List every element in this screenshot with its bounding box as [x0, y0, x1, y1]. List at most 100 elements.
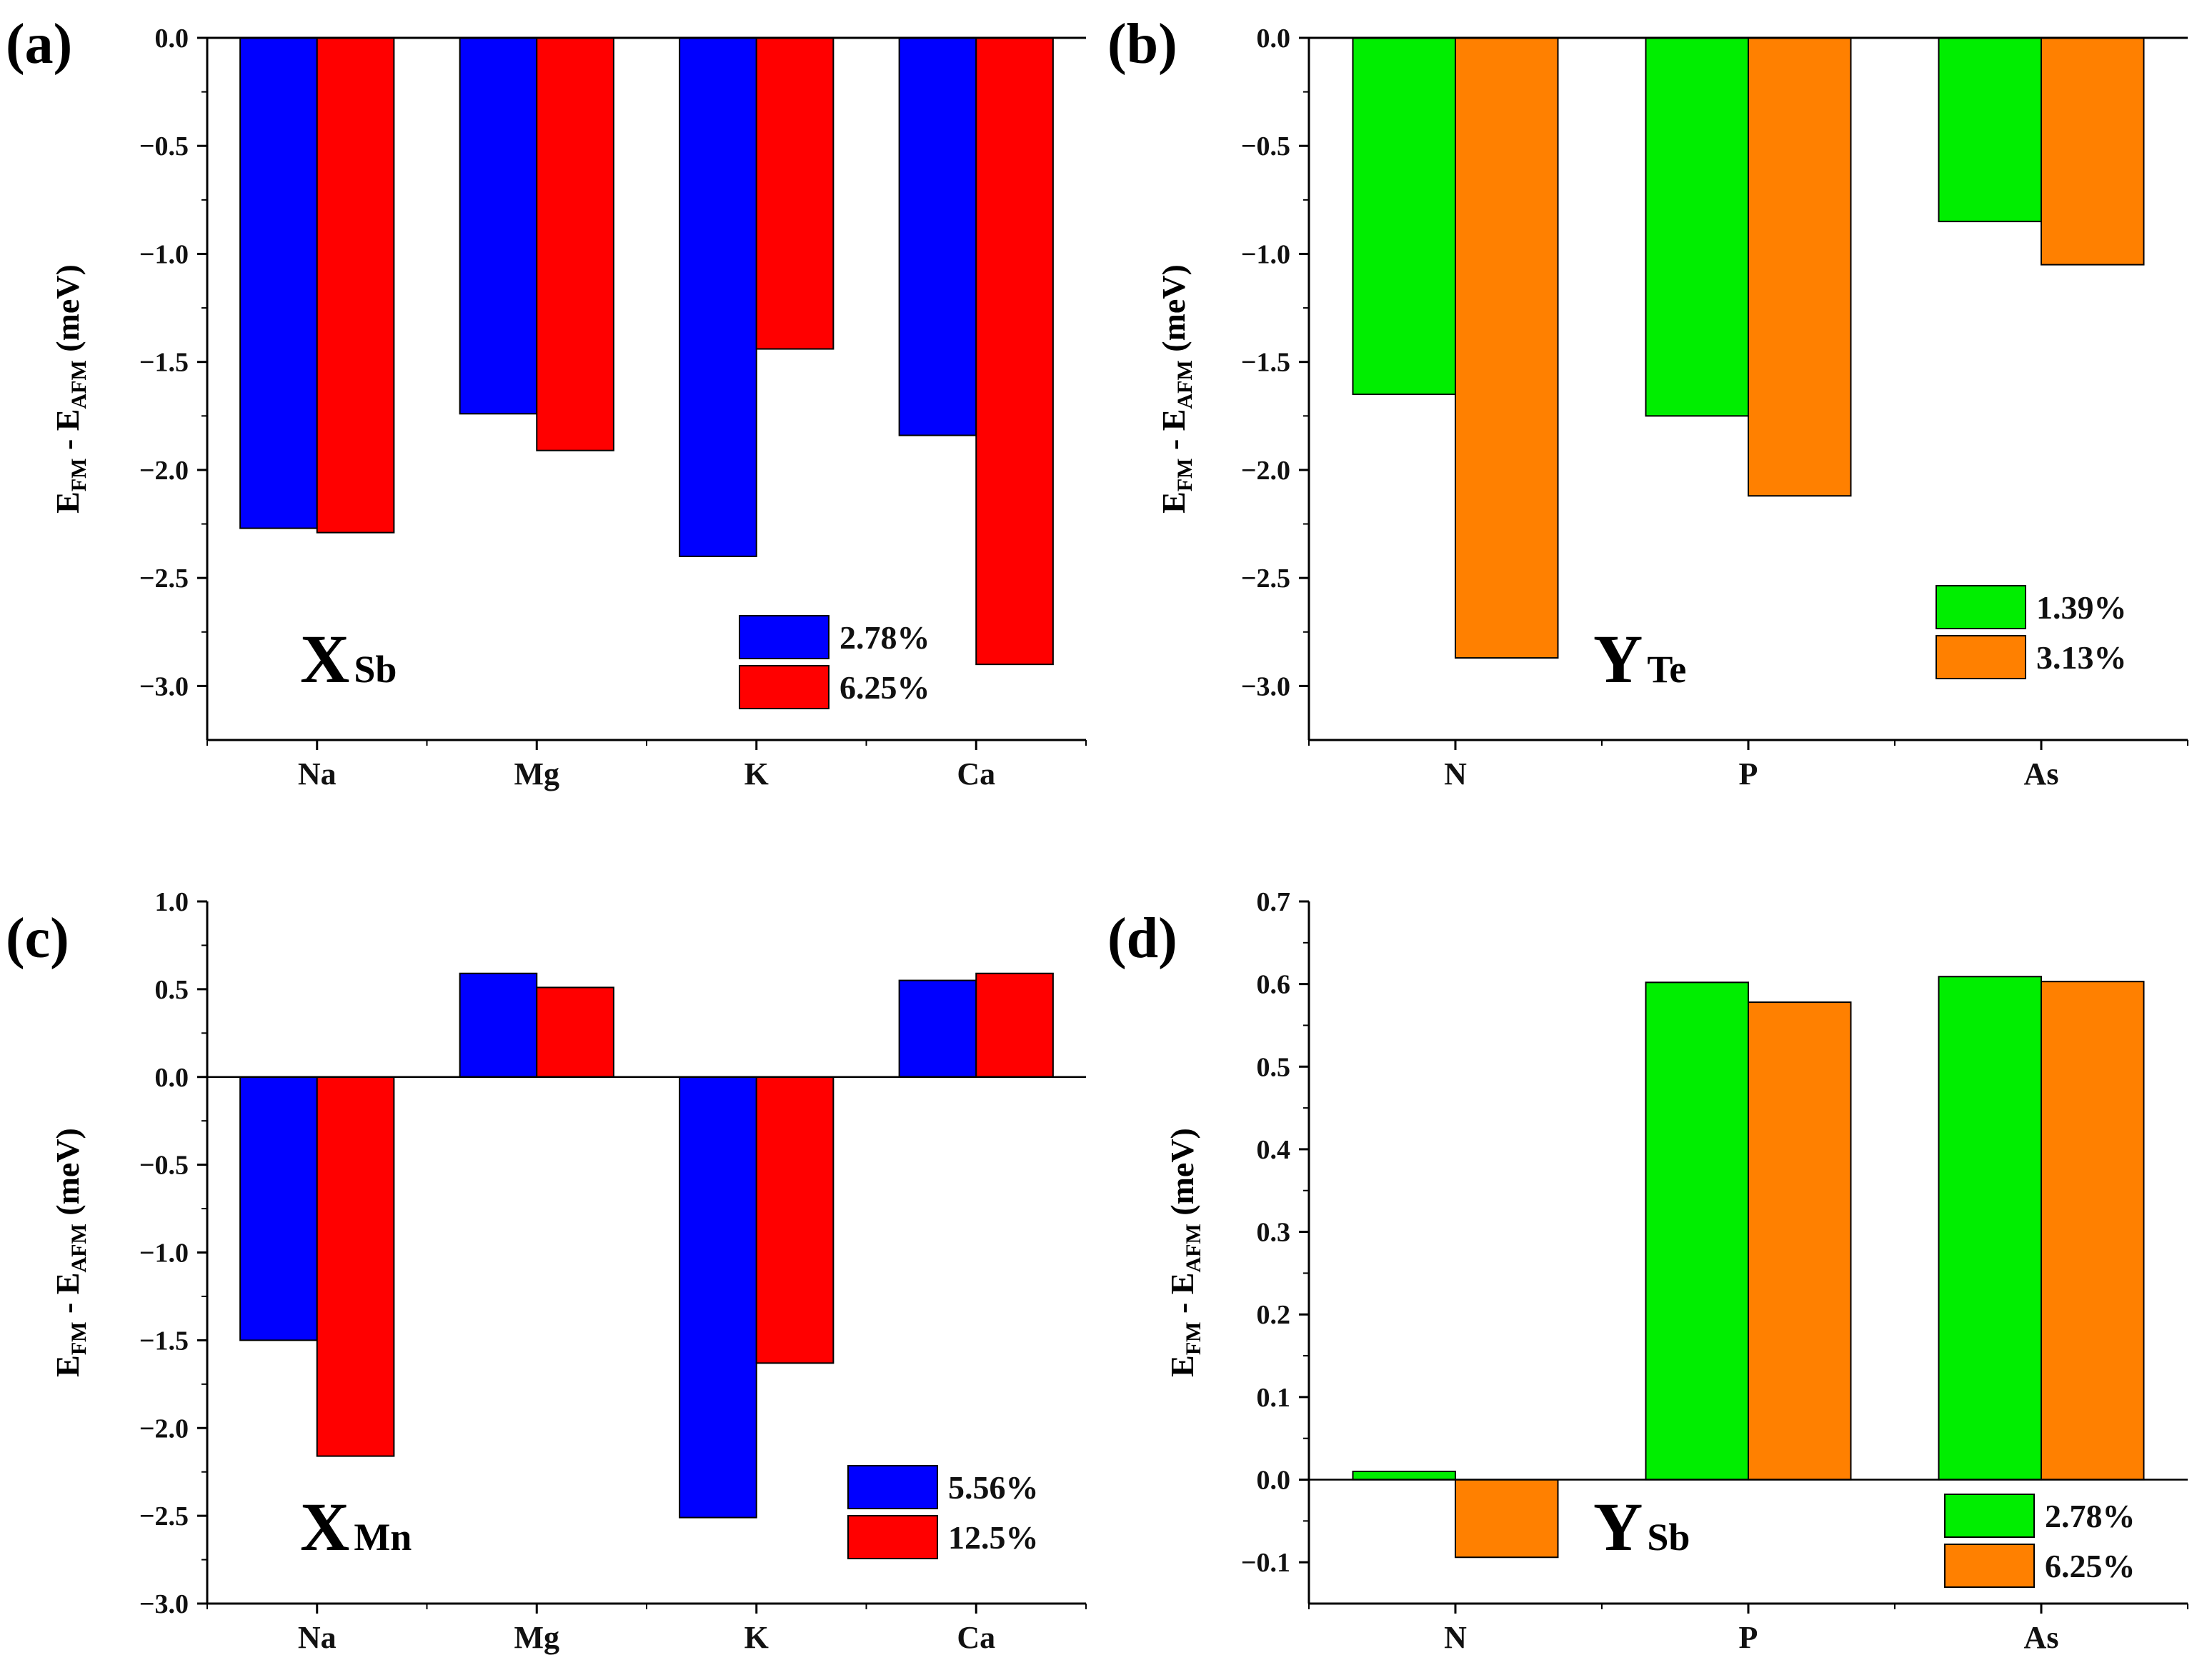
y-tick-label: 0.0: [155, 1063, 189, 1093]
compound-tag-big: Y: [1593, 621, 1643, 697]
bar-mg-5_56pct: [459, 972, 538, 1078]
category-label: P: [1739, 756, 1758, 791]
y-tick-label: 0.7: [1257, 887, 1291, 917]
y-axis-label-part: E: [49, 491, 86, 514]
y-axis-label-part: E: [1155, 491, 1192, 514]
bar-na-6_25pct: [316, 37, 395, 534]
bar-na-2_78pct: [239, 37, 318, 529]
legend-label-1: 3.13%: [2036, 639, 2127, 676]
category-label: Na: [298, 756, 337, 791]
y-tick-label: 0.0: [1257, 1466, 1291, 1496]
y-tick-label: −0.1: [1241, 1548, 1290, 1578]
compound-tag: X Sb: [300, 621, 397, 697]
y-tick-label: 0.2: [1257, 1300, 1291, 1330]
panel-letter: (d): [1107, 907, 1177, 970]
bar-p-3_13pct: [1748, 37, 1852, 497]
y-axis-label-part: (meV): [1155, 264, 1192, 360]
legend-swatch-1: [739, 665, 830, 709]
bar-p-2_78pct: [1645, 981, 1749, 1481]
y-tick-label: 0.1: [1257, 1383, 1291, 1413]
bar-mg-2_78pct: [459, 37, 538, 415]
compound-tag-small: Sb: [354, 648, 397, 691]
y-tick-label: −0.5: [139, 131, 189, 161]
y-axis-label-part: AFM: [67, 360, 91, 409]
compound-tag-small: Mn: [354, 1516, 412, 1559]
category-label: N: [1444, 756, 1467, 791]
y-tick-label: 0.5: [155, 975, 189, 1005]
category-label: Na: [298, 1620, 337, 1655]
y-axis-label-part: (meV): [49, 1128, 86, 1224]
panel-b: N P As 0.0 −0.5 −1.0 −1.5 −2.0 −2.5 −3.0 (b) EFM - …: [1107, 13, 2188, 791]
y-axis-label-part: AFM: [1182, 1224, 1205, 1272]
y-axis-label-part: AFM: [1173, 360, 1197, 409]
y-tick-label: −2.0: [1241, 456, 1290, 486]
y-tick-label: 0.5: [1257, 1052, 1291, 1082]
bar-k-5_56pct: [679, 1076, 757, 1519]
bar-n-3_13pct: [1455, 37, 1559, 659]
legend-label-0: 1.39%: [2036, 589, 2127, 626]
bar-k-12_5pct: [755, 1076, 835, 1364]
category-label: N: [1444, 1620, 1467, 1655]
compound-tag-big: X: [300, 1489, 349, 1565]
y-tick-label: −1.0: [139, 239, 189, 269]
category-label: As: [2024, 1620, 2059, 1655]
compound-tag-big: Y: [1593, 1489, 1643, 1565]
y-tick-label: 0.4: [1257, 1135, 1291, 1165]
y-tick-label: −1.0: [1241, 239, 1290, 269]
compound-tag: X Mn: [300, 1489, 412, 1565]
bar-n-6_25pct: [1455, 1479, 1559, 1559]
y-tick-label: −2.0: [139, 456, 189, 486]
bar-ca-6_25pct: [975, 37, 1054, 666]
y-tick-label: −1.5: [1241, 348, 1290, 378]
y-tick-label: −0.5: [139, 1151, 189, 1181]
y-axis-label-part: AFM: [67, 1224, 91, 1272]
legend-label-0: 5.56%: [948, 1469, 1039, 1506]
panel-c: Na Mg K Ca 1.0 0.5 0.0 −0.5 −1.0 −1.5 −2.0 −2.5 −3.0…: [6, 887, 1087, 1655]
category-label: As: [2024, 756, 2059, 791]
bar-as-6_25pct: [2041, 981, 2145, 1481]
bar-k-6_25pct: [755, 37, 835, 350]
bar-as-2_78pct: [1938, 976, 2042, 1481]
bar-p-6_25pct: [1748, 1001, 1852, 1481]
y-axis-label-part: FM: [67, 459, 91, 492]
legend-label-1: 12.5%: [948, 1519, 1039, 1556]
y-tick-label: 0.0: [1257, 24, 1291, 54]
y-axis-label-part: E: [1164, 1355, 1200, 1377]
panel-d: N P As 0.7 0.6 0.5 0.4 0.3 0.2 0.1 0.0 −0.1 (d) EFM -…: [1107, 887, 2188, 1655]
y-tick-label: 0.0: [155, 24, 189, 54]
bar-n-2_78pct: [1352, 1470, 1456, 1481]
legend-label-0: 2.78%: [2045, 1498, 2136, 1534]
y-axis-label-part: FM: [1182, 1322, 1205, 1356]
bar-ca-12_5pct: [975, 972, 1054, 1078]
y-axis-label: EFM - EAFM (meV): [49, 1128, 91, 1377]
legend-swatch-0: [847, 1465, 938, 1509]
legend-swatch-1: [1944, 1544, 2035, 1588]
y-axis-label-part: (meV): [1164, 1128, 1200, 1224]
compound-tag: Y Sb: [1593, 1489, 1690, 1565]
y-axis-label-part: (meV): [49, 264, 86, 360]
panel-letter: (b): [1107, 13, 1177, 76]
y-axis-label-part: FM: [1173, 459, 1197, 492]
y-tick-label: −3.0: [1241, 671, 1290, 701]
bar-ca-5_56pct: [898, 979, 977, 1078]
legend-label-1: 6.25%: [840, 669, 930, 706]
y-tick-label: 0.3: [1257, 1218, 1291, 1248]
y-axis-label-part: - E: [49, 409, 86, 459]
bar-na-12_5pct: [316, 1076, 395, 1457]
category-label: Mg: [514, 756, 559, 791]
bar-p-1_39pct: [1645, 37, 1749, 417]
panel-a: Na Mg K Ca 0.0 −0.5 −1.0 −1.5 −2.0 −2.5 −3.0 (a) EFM…: [6, 13, 1087, 791]
y-tick-label: −2.5: [1241, 564, 1290, 594]
y-tick-label: −0.5: [1241, 131, 1290, 161]
bar-mg-6_25pct: [536, 37, 614, 451]
y-axis-label: EFM - EAFM (meV): [49, 264, 91, 514]
legend-swatch-1: [847, 1515, 938, 1559]
y-axis-label-part: - E: [1155, 409, 1192, 459]
y-tick-label: −3.0: [139, 1589, 189, 1619]
legend-swatch-0: [1936, 585, 2026, 629]
legend-label-0: 2.78%: [840, 619, 930, 656]
y-tick-label: −3.0: [139, 671, 189, 701]
y-tick-label: −2.5: [139, 564, 189, 594]
y-axis-label-part: FM: [67, 1322, 91, 1356]
